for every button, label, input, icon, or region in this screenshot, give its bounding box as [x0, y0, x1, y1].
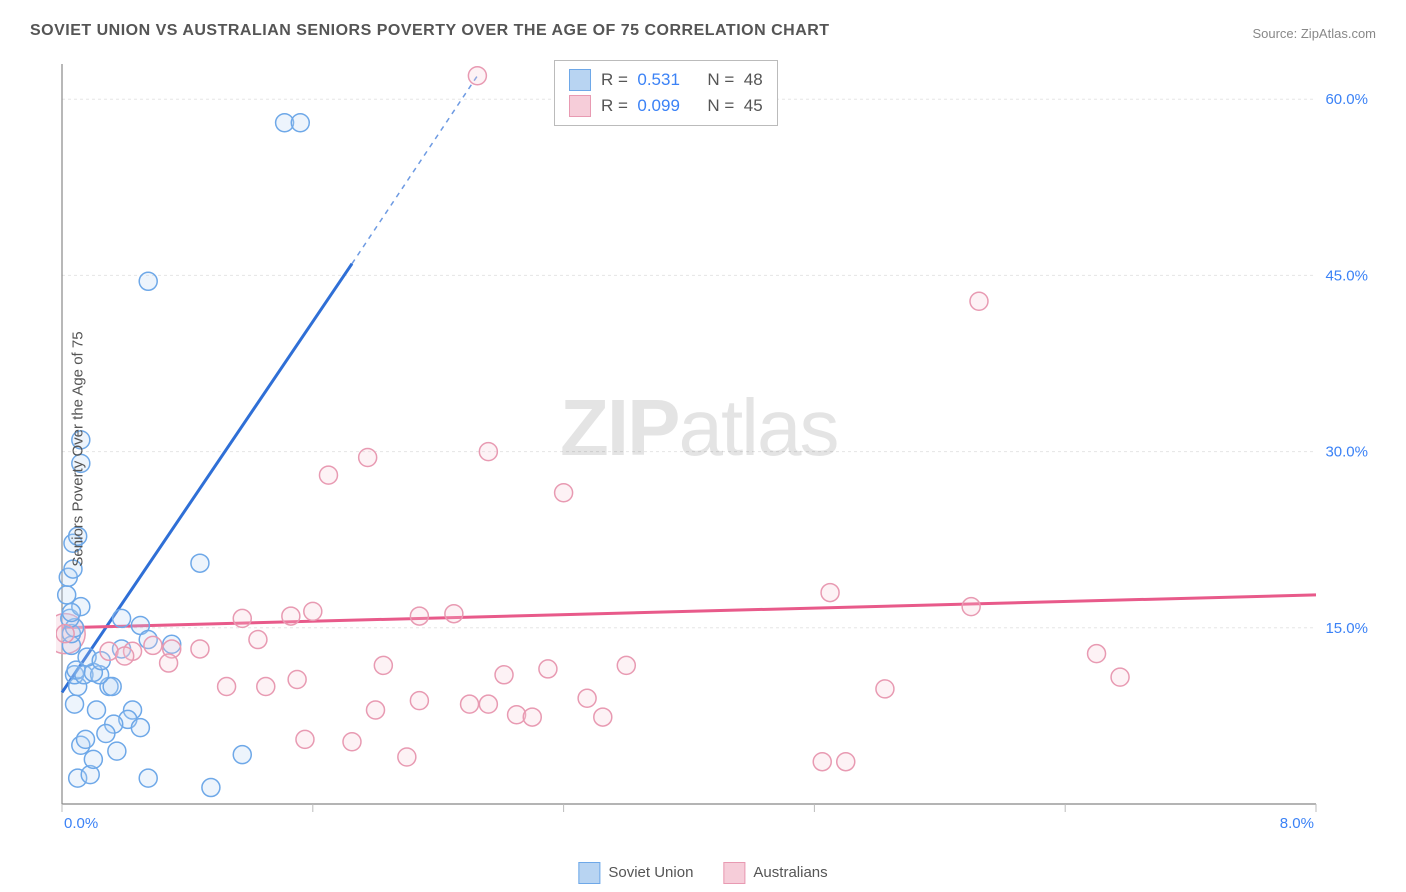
svg-text:15.0%: 15.0% — [1325, 620, 1368, 637]
stats-swatch-soviet — [569, 69, 591, 91]
chart-plot-area: Seniors Poverty Over the Age of 75 15.0%… — [56, 58, 1376, 840]
svg-text:30.0%: 30.0% — [1325, 444, 1368, 461]
legend-bottom: Soviet Union Australians — [578, 862, 827, 884]
stats-swatch-aus — [569, 95, 591, 117]
stats-legend-box: R = 0.531 N = 48 R = 0.099 N = 45 — [554, 60, 778, 126]
legend-item-soviet: Soviet Union — [578, 862, 693, 884]
svg-text:60.0%: 60.0% — [1325, 91, 1368, 108]
legend-swatch-soviet — [578, 862, 600, 884]
y-axis-label: Seniors Poverty Over the Age of 75 — [70, 331, 87, 566]
svg-text:8.0%: 8.0% — [1280, 815, 1314, 832]
legend-item-aus: Australians — [723, 862, 827, 884]
stats-row-soviet: R = 0.531 N = 48 — [569, 67, 763, 93]
scatter-plot: 15.0% 30.0% 45.0% 60.0% 0.0% 8.0% — [56, 58, 1376, 840]
svg-text:45.0%: 45.0% — [1325, 267, 1368, 284]
svg-text:0.0%: 0.0% — [64, 815, 98, 832]
source-label: Source: ZipAtlas.com — [1252, 26, 1376, 41]
stats-row-aus: R = 0.099 N = 45 — [569, 93, 763, 119]
legend-swatch-aus — [723, 862, 745, 884]
chart-title: SOVIET UNION VS AUSTRALIAN SENIORS POVER… — [30, 22, 830, 40]
